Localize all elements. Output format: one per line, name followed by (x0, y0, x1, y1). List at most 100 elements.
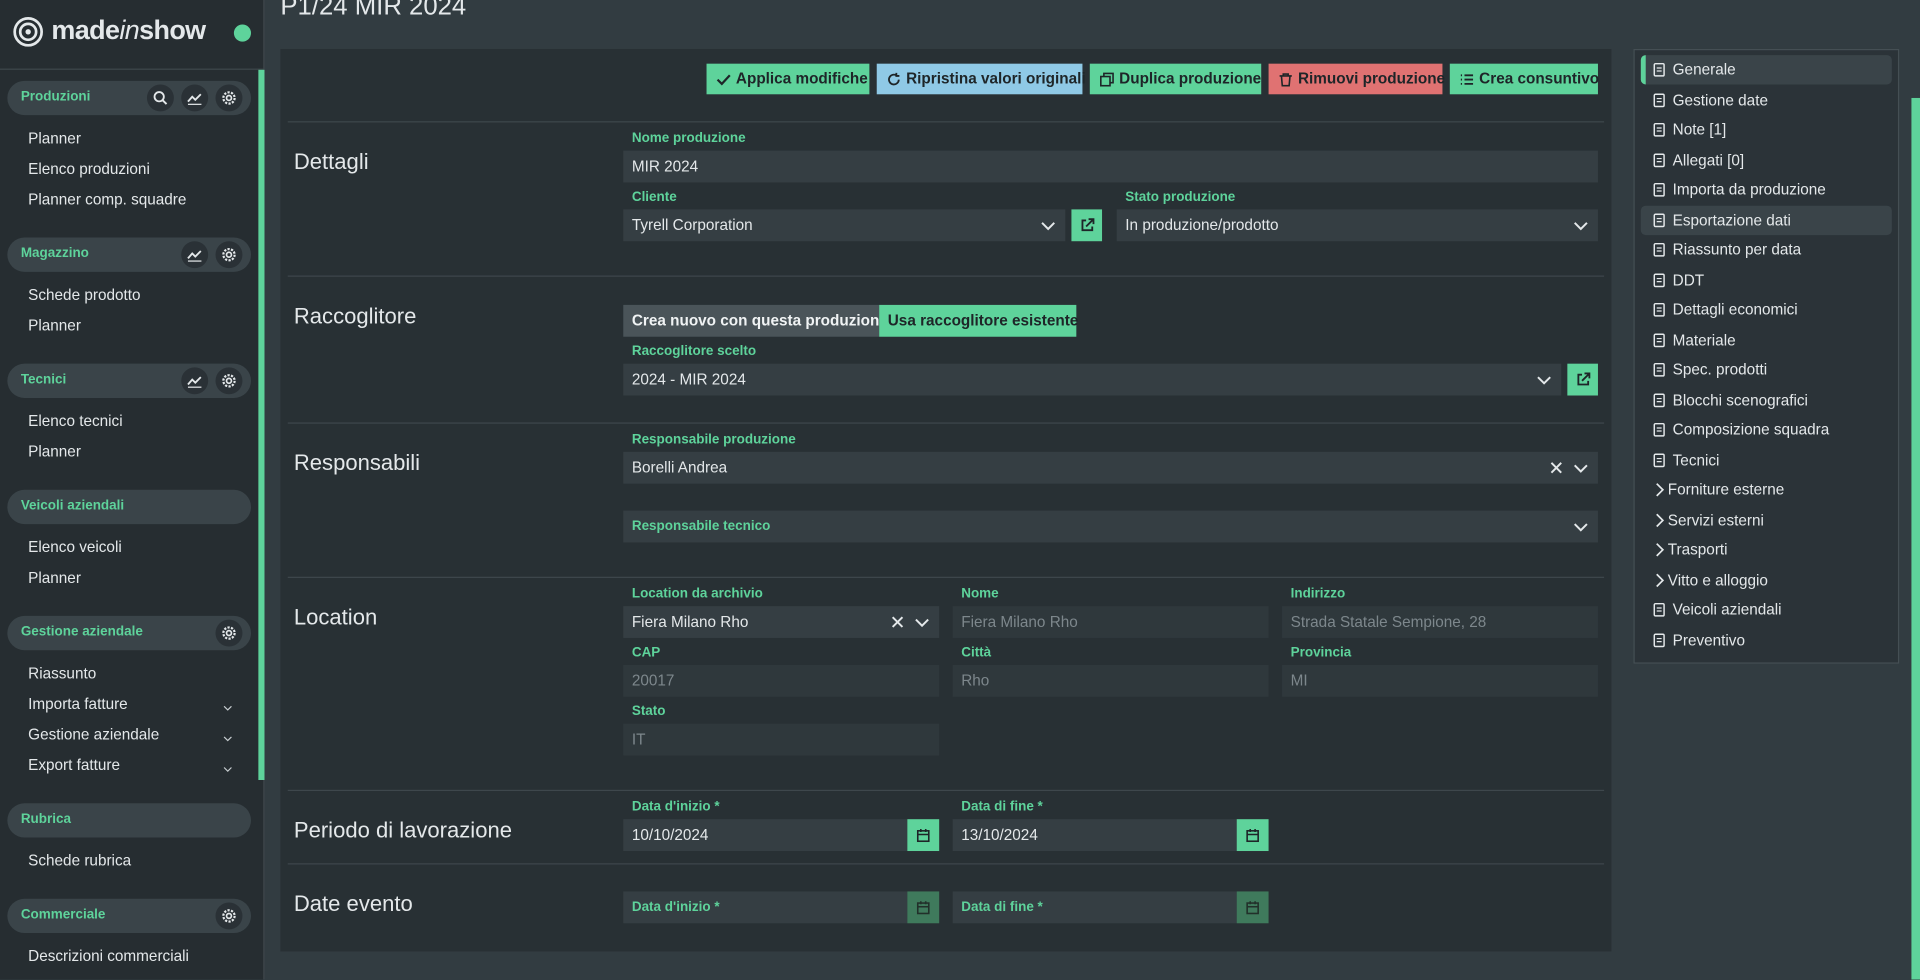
tab-item[interactable]: Preventivo (1641, 625, 1892, 654)
page-title: P1/24 MIR 2024 (280, 0, 467, 21)
nav-item[interactable]: Planner (28, 317, 81, 335)
input-field[interactable]: Data di fine * (952, 891, 1237, 924)
tab-label: Blocchi scenografici (1672, 391, 1808, 409)
nav-item[interactable]: Planner (28, 129, 81, 147)
right-icon (1656, 543, 1665, 557)
section-action[interactable] (146, 84, 174, 112)
section-divider (287, 863, 1605, 865)
nav-item[interactable]: Elenco produzioni (28, 160, 150, 178)
tab-item[interactable]: Dettagli economici (1641, 295, 1892, 324)
field-label: Nome produzione (631, 131, 746, 146)
tab-label: Allegati [0] (1672, 151, 1745, 169)
tab-item[interactable]: Esportazione dati (1640, 205, 1892, 235)
nav-item[interactable]: Gestione aziendale (28, 726, 160, 744)
tab-item[interactable]: Riassunto per data (1641, 235, 1892, 264)
tab-item[interactable]: Importa da produzione (1641, 175, 1892, 204)
doc-icon (1653, 422, 1665, 437)
field-label: Cliente (631, 189, 677, 205)
tab-item[interactable]: Materiale (1641, 325, 1892, 354)
tab-item[interactable]: Trasporti (1641, 535, 1892, 564)
tab-item[interactable]: Vitto e alloggio (1641, 565, 1892, 594)
toolbar-button[interactable]: Duplica produzione (1089, 63, 1262, 95)
toolbar-button[interactable]: Applica modifiche (706, 63, 870, 95)
input-field[interactable]: Tyrell Corporation (623, 209, 1066, 242)
tab-label: DDT (1672, 271, 1705, 289)
doc-icon (1653, 242, 1665, 257)
tab-label: Riassunto per data (1672, 241, 1802, 259)
nav-item[interactable]: Elenco veicoli (28, 538, 122, 556)
tab-label: Esportazione dati (1672, 211, 1791, 229)
input-field[interactable]: 13/10/2024 (952, 819, 1237, 852)
doc-icon (1653, 302, 1665, 317)
tab-item[interactable]: Spec. prodotti (1641, 355, 1892, 384)
chev-icon (1574, 523, 1588, 532)
open-link-button[interactable] (1567, 363, 1598, 396)
calendar-button[interactable] (1236, 891, 1269, 924)
field-value: Borelli Andrea (631, 459, 728, 477)
section-action[interactable] (181, 84, 209, 112)
nav-item[interactable]: Riassunto (28, 664, 97, 683)
input-field[interactable]: MIR 2024 (623, 150, 1598, 183)
input-field[interactable]: Responsabile tecnico (623, 510, 1598, 543)
list-icon (1460, 73, 1474, 85)
section-header[interactable]: Gestione aziendale (7, 615, 252, 651)
nav-item[interactable]: Schede prodotto (28, 286, 141, 304)
section-action[interactable] (181, 367, 209, 395)
toolbar-button[interactable]: Ripristina valori originali (876, 63, 1086, 95)
input-field[interactable]: In produzione/prodotto (1116, 209, 1598, 242)
input-field[interactable]: 10/10/2024 (623, 819, 908, 852)
field-label: Data d'inizio * (631, 799, 720, 815)
calendar-button[interactable] (907, 819, 940, 852)
section-header[interactable]: Magazzino (7, 237, 252, 272)
toolbar-button[interactable]: Rimuovi produzione (1268, 63, 1445, 95)
section-action[interactable] (215, 902, 243, 930)
input-field[interactable]: Fiera Milano Rho (623, 606, 940, 638)
doc-icon (1653, 182, 1665, 197)
field-value: Fiera Milano Rho (961, 613, 1078, 631)
tab-item[interactable]: Servizi esterni (1641, 505, 1892, 534)
tab-item[interactable]: Tecnici (1641, 445, 1892, 474)
copy-icon (1100, 72, 1114, 86)
tab-item[interactable]: Blocchi scenografici (1641, 385, 1892, 414)
section-action[interactable] (181, 241, 209, 269)
section-action[interactable] (215, 241, 243, 269)
nav-item[interactable]: Planner comp. squadre (28, 191, 187, 209)
toggle-option[interactable]: Crea nuovo con questa produzione (623, 304, 888, 337)
nav-item[interactable]: Elenco tecnici (28, 412, 123, 430)
section-action[interactable] (215, 619, 243, 647)
input-field[interactable]: 2024 - MIR 2024 (623, 363, 1562, 396)
section-header[interactable]: Veicoli aziendali (7, 489, 252, 525)
tab-item[interactable]: Allegati [0] (1641, 145, 1892, 174)
section-action[interactable] (215, 367, 243, 395)
input-field[interactable]: Borelli Andrea (623, 451, 1598, 484)
brand-part: show (139, 14, 206, 46)
section-action[interactable] (215, 84, 243, 112)
calendar-button[interactable] (907, 891, 940, 924)
nav-item[interactable]: Export fatture (28, 756, 121, 774)
tab-item[interactable]: Composizione squadra (1641, 415, 1892, 444)
nav-item[interactable]: Descrizioni commerciali (28, 947, 189, 965)
button-label: Duplica produzione (1119, 69, 1262, 87)
nav-item[interactable]: Schede rubrica (28, 852, 132, 870)
scroll-indicator (258, 69, 265, 781)
section-header[interactable]: Commerciale (7, 898, 252, 934)
tab-item[interactable]: DDT (1641, 265, 1892, 294)
section-header[interactable]: Rubrica (7, 803, 252, 838)
nav-item[interactable]: Planner (28, 443, 81, 461)
tab-item[interactable]: Forniture esterne (1641, 475, 1892, 504)
tab-item[interactable]: Generale (1640, 55, 1892, 85)
calendar-button[interactable] (1236, 819, 1269, 852)
nav-item[interactable]: Importa fatture (28, 695, 128, 713)
input-field[interactable]: Data d'inizio * (623, 891, 908, 924)
toolbar-button[interactable]: Crea consuntivo (1449, 63, 1599, 95)
tab-item[interactable]: Note [1] (1641, 115, 1892, 144)
section-header[interactable]: Produzioni (7, 80, 252, 116)
tab-item[interactable]: Gestione date (1641, 85, 1892, 114)
tab-item[interactable]: Veicoli aziendali (1641, 595, 1892, 624)
toggle-option[interactable]: Usa raccoglitore esistente (879, 304, 1078, 337)
nav-item[interactable]: Planner (28, 569, 81, 587)
input-field: Strada Statale Sempione, 28 (1282, 606, 1598, 638)
open-link-button[interactable] (1071, 209, 1103, 242)
section-header[interactable]: Tecnici (7, 363, 252, 398)
